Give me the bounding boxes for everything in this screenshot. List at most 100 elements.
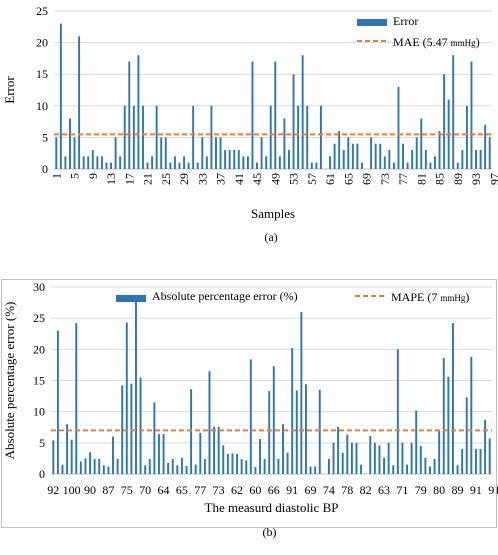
chartb-bar: [149, 459, 151, 474]
chartb-bar: [98, 459, 100, 474]
charta-bar: [407, 163, 409, 169]
chartb-bar: [360, 465, 362, 474]
chartb-bar: [374, 443, 376, 474]
chartb-bar: [94, 459, 96, 474]
charta-bar: [256, 163, 258, 169]
chartb-bar: [245, 460, 247, 474]
charta-ytick-label: 20: [36, 36, 48, 50]
chartb-bar: [434, 459, 436, 474]
charta-xlabel: Samples: [251, 206, 295, 221]
charta-bar: [188, 163, 190, 169]
chartb-xtick-label: 79: [415, 483, 427, 497]
charta-bar: [78, 36, 80, 169]
charta-xtick-label: 1: [49, 173, 63, 179]
charta-bar: [402, 144, 404, 169]
charta-bar: [115, 137, 117, 169]
charta-xtick-label: 65: [341, 173, 355, 185]
charta-caption: (a): [264, 230, 277, 244]
chartb-ytick-label: 10: [33, 405, 45, 419]
charta-xtick-label: 77: [396, 173, 410, 185]
chartb-bar: [291, 348, 293, 474]
charta-bar: [110, 163, 112, 169]
chartb-xtick-label: 64: [158, 483, 170, 497]
charta-bar: [329, 156, 331, 169]
chartb-xtick-label: 66: [268, 483, 280, 497]
chartb-bar: [314, 467, 316, 474]
chartb-bar: [378, 445, 380, 474]
charta-bar: [160, 137, 162, 169]
chartb-bar: [181, 458, 183, 474]
charta-bar: [179, 163, 181, 169]
chartb-xtick-label: 89: [452, 483, 464, 497]
chartb-xtick-label: 87: [102, 483, 114, 497]
chartb-xtick-label: 73: [213, 483, 225, 497]
charta-bar: [238, 150, 240, 169]
chartb-bar: [300, 312, 302, 474]
charta-bar: [133, 106, 135, 169]
chartb-bar: [383, 458, 385, 474]
chartb-legend-series-label: Absolute percentage error (%): [152, 289, 298, 303]
charta-bar: [475, 150, 477, 169]
chartb-bar: [282, 424, 284, 474]
charta-bar: [388, 150, 390, 169]
charta-bar: [60, 24, 62, 169]
chartb-bar: [199, 433, 201, 474]
charta-bar: [192, 106, 194, 169]
chartb-bar: [117, 459, 119, 474]
charta-bar: [151, 156, 153, 169]
charta-ytick-label: 25: [36, 4, 48, 18]
chartb-bar: [259, 439, 261, 474]
charta-bar: [425, 150, 427, 169]
chartb-bar: [406, 465, 408, 474]
charta-bar: [334, 144, 336, 169]
charta-bar: [352, 144, 354, 169]
charta-bar: [283, 118, 285, 169]
chartb-bar: [328, 459, 330, 474]
chartb-bar: [57, 331, 59, 474]
charta-xtick-label: 69: [360, 173, 374, 185]
charta-bar: [201, 137, 203, 169]
charta-bar: [293, 74, 295, 169]
charta-bar: [398, 87, 400, 169]
charta-bar: [265, 156, 267, 169]
charta-bar: [338, 131, 340, 169]
chartb-bar: [369, 436, 371, 474]
chartb-bar: [273, 366, 275, 474]
charta-bar: [429, 163, 431, 169]
chartb-xtick-label: 62: [231, 483, 243, 497]
chartb-bar: [186, 466, 188, 474]
charta-bar: [69, 118, 71, 169]
chartb-bar: [351, 443, 353, 474]
charta-bar: [242, 156, 244, 169]
charta-bar: [220, 137, 222, 169]
chartb-xtick-label: 90: [84, 483, 96, 497]
chartb-bar: [126, 323, 128, 474]
charta-bar: [87, 156, 89, 169]
chartb-bar: [75, 323, 77, 474]
charta-bar: [489, 137, 491, 169]
chartb-legend-reference-main: MAPE (7: [391, 290, 437, 304]
chartb-bar: [489, 438, 491, 474]
chartb-bar: [89, 452, 91, 474]
chartb-bar: [480, 449, 482, 474]
charta-xtick-label: 45: [250, 173, 264, 185]
chartb-bar: [80, 462, 82, 474]
charta-bar: [480, 150, 482, 169]
charta-bar: [434, 156, 436, 169]
chartb-legend-reference-close: ): [465, 290, 469, 304]
chartb-bar: [287, 453, 289, 474]
chartb-bar: [429, 467, 431, 474]
chartb-bar: [277, 459, 279, 474]
chartb-bar: [319, 390, 321, 474]
chartb-bar: [411, 443, 413, 474]
chartb-bar: [112, 437, 114, 474]
charta-bar: [128, 62, 130, 169]
chartb-bar: [466, 397, 468, 474]
chartb-bar: [153, 402, 155, 474]
charta-xtick-label: 49: [268, 173, 282, 185]
